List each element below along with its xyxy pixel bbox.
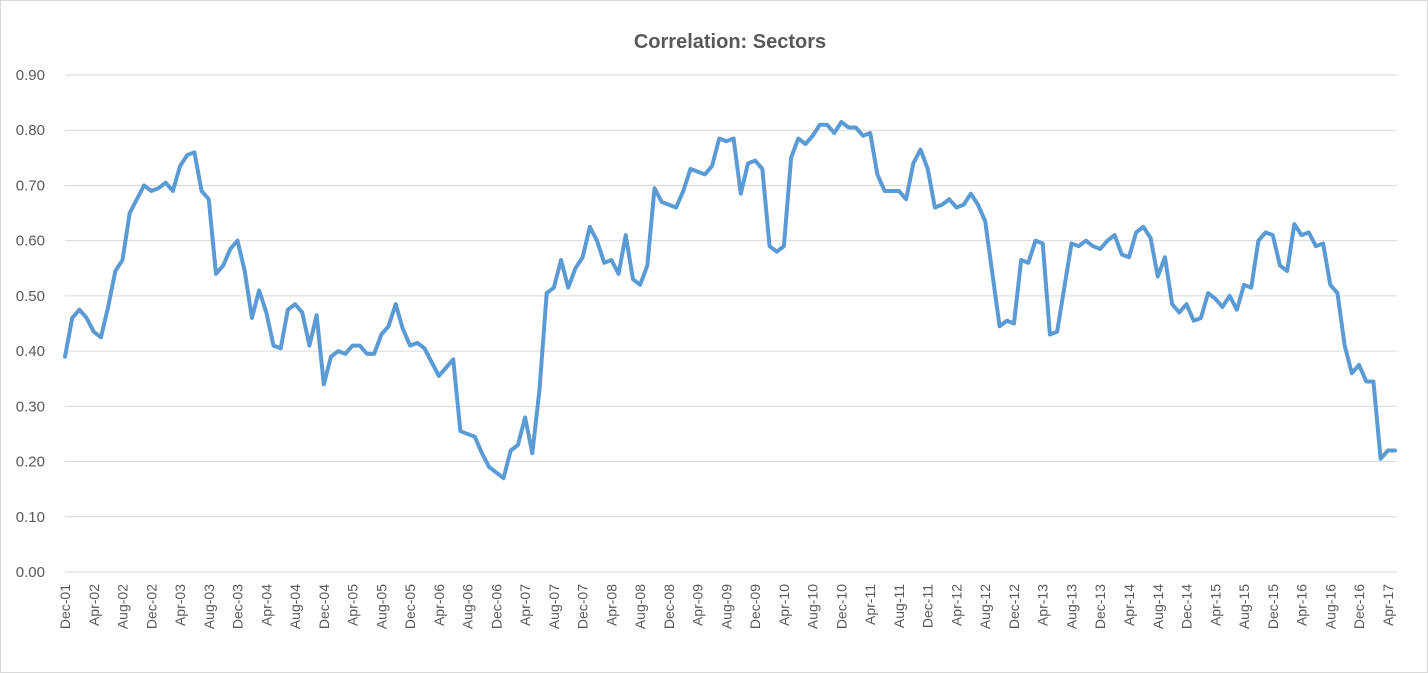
y-tick-label: 0.50 (16, 288, 45, 305)
x-tick-label: Apr-16 (1294, 584, 1310, 626)
series-group (63, 119, 1397, 481)
x-tick-label: Dec-14 (1179, 584, 1195, 629)
x-tick-label: Dec-12 (1006, 584, 1022, 629)
y-tick-label: 0.90 (16, 67, 45, 84)
x-tick-label: Apr-06 (431, 584, 447, 626)
x-tick-label: Dec-07 (575, 584, 591, 629)
x-tick-label: Dec-02 (143, 584, 159, 629)
y-tick-label: 0.20 (16, 454, 45, 471)
x-tick-label: Aug-03 (201, 584, 217, 629)
x-tick-label: Aug-13 (1063, 584, 1079, 629)
x-tick-label: Dec-01 (57, 584, 73, 629)
x-tick-label: Apr-14 (1121, 584, 1137, 626)
x-tick-label: Aug-12 (977, 584, 993, 629)
x-tick-label: Aug-04 (287, 584, 303, 629)
y-tick-label: 0.10 (16, 509, 45, 526)
x-tick-label: Apr-04 (258, 584, 274, 626)
y-tick-label: 0.00 (16, 564, 45, 581)
x-tick-label: Aug-06 (460, 584, 476, 629)
x-tick-label: Apr-17 (1380, 584, 1396, 626)
x-tick-label: Apr-13 (1035, 584, 1051, 626)
gridlines (65, 74, 1397, 573)
y-tick-label: 0.60 (16, 233, 45, 250)
y-tick-label: 0.40 (16, 343, 45, 360)
y-tick-label: 0.30 (16, 398, 45, 415)
y-tick-label: 0.80 (16, 122, 45, 139)
x-tick-label: Aug-09 (718, 584, 734, 629)
x-tick-label: Aug-07 (546, 584, 562, 629)
x-tick-label: Aug-15 (1236, 584, 1252, 629)
x-tick-label: Aug-10 (805, 584, 821, 629)
x-tick-label: Dec-08 (661, 584, 677, 629)
x-tick-label: Apr-10 (776, 584, 792, 626)
x-tick-label: Apr-11 (862, 584, 878, 625)
x-tick-label: Dec-04 (316, 584, 332, 629)
x-tick-label: Apr-02 (86, 584, 102, 626)
x-tick-label: Dec-10 (833, 584, 849, 629)
x-tick-label: Dec-03 (230, 584, 246, 629)
y-axis-ticks: 0.00 0.10 0.20 0.30 0.40 0.50 0.60 0.70 0.80 0.90 (16, 67, 45, 581)
x-tick-label: Dec-05 (402, 584, 418, 629)
x-tick-label: Apr-12 (948, 584, 964, 626)
x-tick-label: Apr-15 (1207, 584, 1223, 626)
x-tick-label: Aug-02 (115, 584, 131, 629)
x-tick-label: Dec-11 (920, 584, 936, 628)
x-tick-label: Aug-08 (632, 584, 648, 629)
x-tick-label: Dec-15 (1265, 584, 1281, 629)
x-tick-label: Apr-08 (603, 584, 619, 626)
x-tick-label: Dec-16 (1351, 584, 1367, 629)
series-line (63, 119, 1397, 481)
y-tick-label: 0.70 (16, 177, 45, 194)
x-tick-label: Dec-09 (747, 584, 763, 629)
x-tick-label: Apr-09 (690, 584, 706, 626)
x-axis-ticks: Dec-01 Apr-02 Aug-02 Dec-02 Apr-03 Aug-03 Dec-… (57, 584, 1396, 629)
x-tick-label: Aug-14 (1150, 584, 1166, 629)
x-tick-label: Apr-05 (345, 584, 361, 626)
x-tick-label: Dec-13 (1092, 584, 1108, 629)
x-tick-label: Dec-06 (488, 584, 504, 629)
x-tick-label: Apr-03 (172, 584, 188, 626)
x-tick-label: Aug-11 (891, 584, 907, 628)
chart-title: Correlation: Sectors (634, 31, 826, 53)
x-tick-label: Aug-05 (373, 584, 389, 629)
x-tick-label: Apr-07 (517, 584, 533, 626)
x-tick-label: Aug-16 (1322, 584, 1338, 629)
